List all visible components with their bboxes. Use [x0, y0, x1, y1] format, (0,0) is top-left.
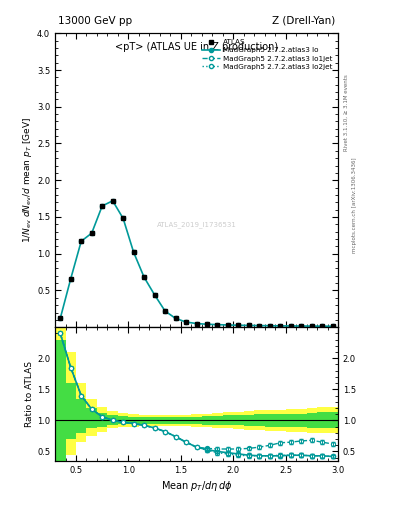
ATLAS	[268, 323, 272, 329]
Y-axis label: Ratio to ATLAS: Ratio to ATLAS	[25, 361, 34, 427]
ATLAS	[278, 323, 283, 329]
ATLAS	[194, 321, 199, 327]
Y-axis label: $1/N_\mathrm{ev}\ dN_\mathrm{ev}/d$ mean $p_T$ [GeV]: $1/N_\mathrm{ev}\ dN_\mathrm{ev}/d$ mean…	[21, 117, 34, 243]
ATLAS	[173, 315, 178, 322]
ATLAS	[163, 308, 167, 314]
ATLAS	[184, 319, 188, 325]
ATLAS	[142, 274, 147, 280]
ATLAS	[58, 315, 62, 322]
Text: Z (Drell-Yan): Z (Drell-Yan)	[272, 16, 335, 26]
ATLAS	[100, 203, 105, 209]
ATLAS	[309, 323, 314, 329]
ATLAS	[152, 292, 157, 298]
Text: mcplots.cern.ch [arXiv:1306.3436]: mcplots.cern.ch [arXiv:1306.3436]	[352, 157, 357, 252]
ATLAS	[320, 323, 325, 329]
ATLAS	[257, 323, 262, 329]
ATLAS	[131, 249, 136, 255]
Legend: ATLAS, MadGraph5 2.7.2.atlas3 lo, MadGraph5 2.7.2.atlas3 lo1jet, MadGraph5 2.7.2: ATLAS, MadGraph5 2.7.2.atlas3 lo, MadGra…	[200, 37, 334, 72]
Line: ATLAS: ATLAS	[58, 198, 335, 329]
ATLAS	[299, 323, 304, 329]
X-axis label: Mean $p_T/d\eta\, d\phi$: Mean $p_T/d\eta\, d\phi$	[161, 479, 232, 493]
ATLAS	[89, 230, 94, 236]
ATLAS	[226, 322, 230, 328]
ATLAS	[79, 238, 84, 244]
ATLAS	[236, 322, 241, 328]
ATLAS	[288, 323, 293, 329]
Text: <pT> (ATLAS UE in Z production): <pT> (ATLAS UE in Z production)	[115, 42, 278, 52]
ATLAS	[215, 322, 220, 328]
Text: ATLAS_2019_I1736531: ATLAS_2019_I1736531	[156, 221, 237, 228]
Text: 13000 GeV pp: 13000 GeV pp	[58, 16, 132, 26]
ATLAS	[68, 275, 73, 282]
ATLAS	[246, 323, 251, 329]
ATLAS	[205, 321, 209, 327]
ATLAS	[121, 216, 125, 222]
Text: Rivet 3.1.10, ≥ 3.1M events: Rivet 3.1.10, ≥ 3.1M events	[344, 74, 349, 151]
ATLAS	[110, 198, 115, 204]
ATLAS	[331, 323, 335, 329]
